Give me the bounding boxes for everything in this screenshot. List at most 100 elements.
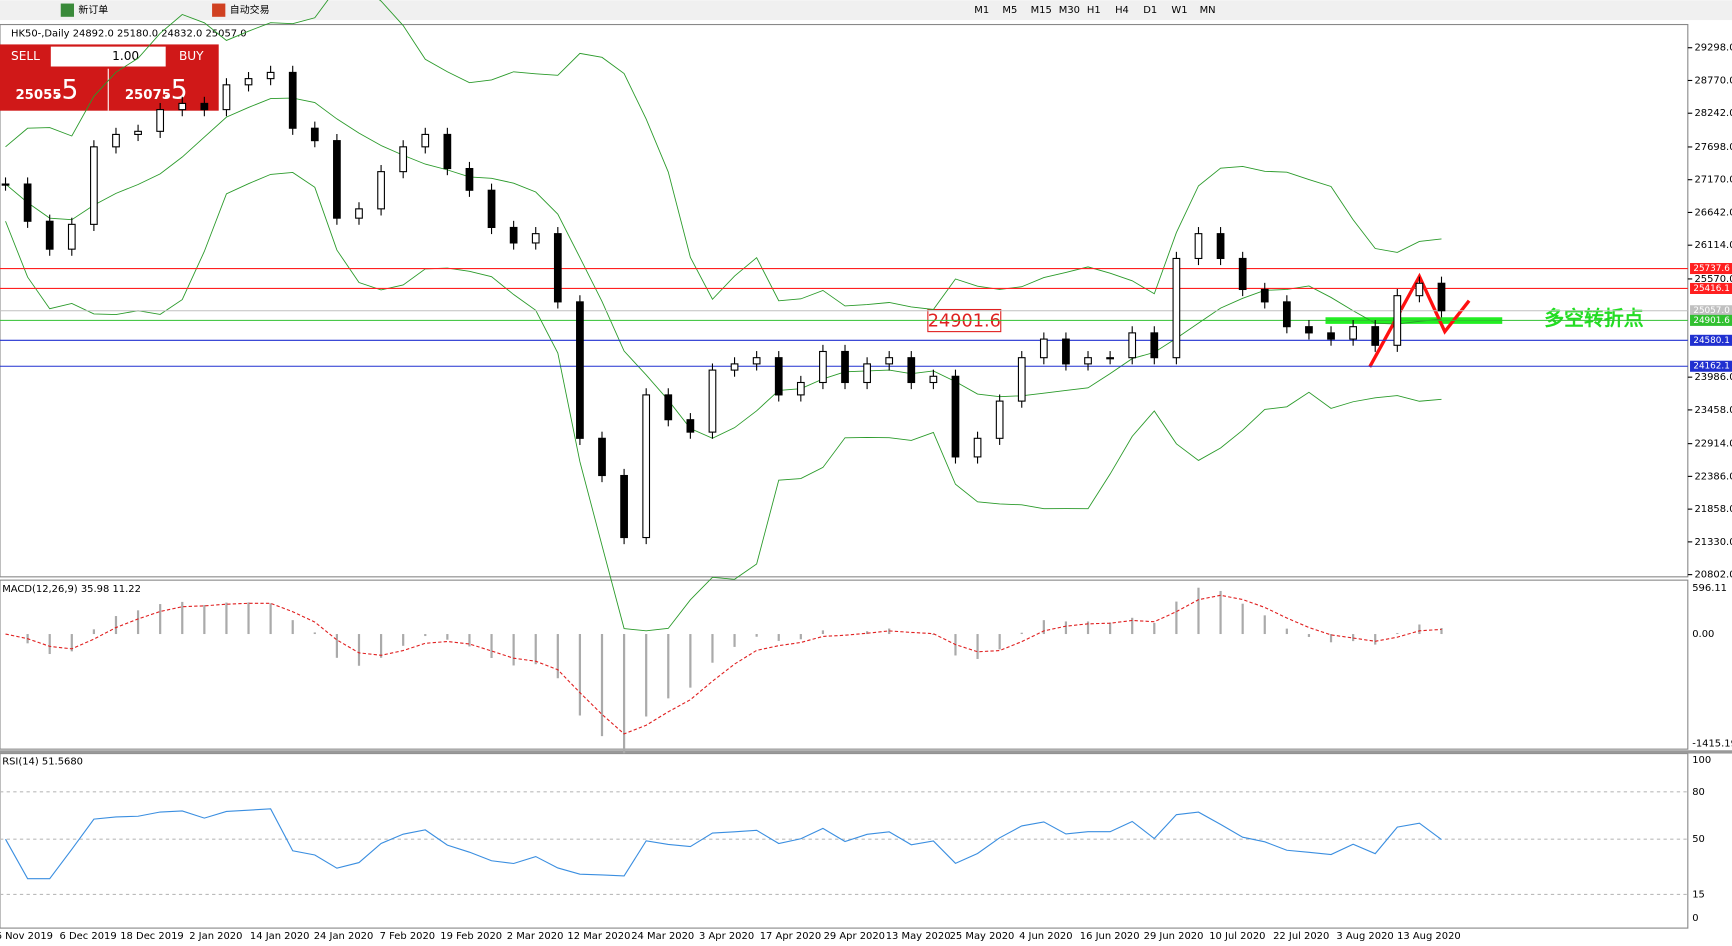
sell-button[interactable]: SELL xyxy=(11,49,40,63)
chart-header: HK50-,Daily 24892.0 25180.0 24832.0 2505… xyxy=(11,28,247,39)
new-order[interactable]: 新订单 xyxy=(78,3,108,16)
candle xyxy=(1150,332,1159,359)
price-tick-label: 20802.0 xyxy=(1694,570,1732,581)
candle xyxy=(885,357,894,365)
level-tag xyxy=(1690,314,1732,326)
ask-frac[interactable]: .5 xyxy=(162,74,187,105)
rsi-tick-label: 50 xyxy=(1692,834,1705,845)
candle xyxy=(333,140,341,219)
bid-main[interactable]: 25055 xyxy=(15,88,61,103)
candle xyxy=(796,381,805,396)
candle xyxy=(951,375,960,458)
candle xyxy=(421,133,430,148)
level-tag xyxy=(1690,263,1732,275)
level-label: 24162.1 xyxy=(1693,362,1730,372)
timeframe[interactable]: M1 xyxy=(974,5,989,16)
macd-panel xyxy=(0,579,1689,750)
annotation-price: 24901.6 xyxy=(928,312,1001,332)
bid-frac[interactable]: .5 xyxy=(53,74,78,105)
timeframe[interactable]: H1 xyxy=(1087,5,1101,16)
annotation-text: 多空转折点 xyxy=(1544,306,1644,330)
candle xyxy=(907,357,916,384)
rsi-tick-label: 0 xyxy=(1692,913,1698,924)
date-label: 3 Apr 2020 xyxy=(699,931,754,942)
level-label: 25416.1 xyxy=(1693,284,1730,294)
level-tag xyxy=(1690,282,1732,294)
price-tick-label: 21858.0 xyxy=(1694,504,1732,515)
level-label: 25737.6 xyxy=(1693,264,1730,274)
candle xyxy=(708,369,717,433)
candle xyxy=(642,394,651,539)
timeframe[interactable]: M30 xyxy=(1059,5,1080,16)
candle xyxy=(752,357,761,365)
level-tag xyxy=(1690,305,1732,317)
price-tick-label: 22386.0 xyxy=(1694,471,1732,482)
auto-trading[interactable]: 自动交易 xyxy=(230,3,270,16)
price-tick-label: 29298.0 xyxy=(1694,43,1732,54)
candle xyxy=(509,226,518,244)
candle xyxy=(1371,326,1380,346)
lots[interactable]: 1.00 xyxy=(112,49,139,63)
timeframe[interactable]: D1 xyxy=(1143,5,1157,16)
macd-signal xyxy=(5,594,1442,735)
candle xyxy=(819,350,827,384)
date-label: 12 Mar 2020 xyxy=(567,931,630,942)
price-tick-label: 28770.0 xyxy=(1694,75,1732,86)
price-tick-label: 22914.0 xyxy=(1694,439,1732,450)
date-label: 7 Feb 2020 xyxy=(380,931,436,942)
date-label: 22 Jul 2020 xyxy=(1273,931,1329,942)
timeframe[interactable]: W1 xyxy=(1171,5,1187,16)
buy-button[interactable]: BUY xyxy=(179,49,204,63)
ask-main[interactable]: 25075 xyxy=(125,88,171,103)
candle xyxy=(465,167,474,191)
candle xyxy=(730,363,739,371)
candle xyxy=(67,223,76,250)
timeframe[interactable]: MN xyxy=(1200,5,1216,16)
price-tick-label: 23986.0 xyxy=(1694,372,1732,383)
auto-trading-icon[interactable] xyxy=(212,3,226,17)
date-label: 24 Mar 2020 xyxy=(631,931,694,942)
date-label: 17 Apr 2020 xyxy=(760,931,821,942)
lots-box[interactable] xyxy=(50,46,166,67)
candle xyxy=(841,350,849,384)
date-label: 13 Aug 2020 xyxy=(1397,931,1461,942)
candle xyxy=(23,183,32,222)
level-label: 25057.0 xyxy=(1693,306,1730,316)
candle xyxy=(664,394,673,421)
candle xyxy=(443,133,452,170)
candle xyxy=(1172,257,1181,359)
price-tick-label: 23458.0 xyxy=(1694,405,1732,416)
date-label: 3 Aug 2020 xyxy=(1336,931,1393,942)
candle xyxy=(1415,282,1424,297)
rsi-tick-label: 100 xyxy=(1692,755,1711,766)
candle xyxy=(1084,357,1092,365)
toolbar xyxy=(0,0,1732,21)
candle xyxy=(598,437,606,477)
date-label: 2 Mar 2020 xyxy=(507,931,564,942)
price-tick-label: 28242.0 xyxy=(1694,108,1732,119)
date-label: 10 Jul 2020 xyxy=(1209,931,1265,942)
separator xyxy=(0,750,1732,754)
level-tag xyxy=(1690,334,1732,346)
candle xyxy=(487,189,496,229)
candle xyxy=(1,183,10,186)
candle xyxy=(90,146,98,225)
candle xyxy=(222,84,231,111)
timeframe[interactable]: M15 xyxy=(1031,5,1052,16)
new-order-icon[interactable] xyxy=(60,3,75,17)
candle xyxy=(134,130,142,135)
rsi-line xyxy=(5,808,1442,880)
candle xyxy=(1039,338,1048,359)
level-label: 24580.1 xyxy=(1693,336,1730,346)
candle xyxy=(774,357,783,396)
candle xyxy=(1128,332,1137,359)
timeframe[interactable]: H4 xyxy=(1115,5,1129,16)
rsi-header: RSI(14) 51.5680 xyxy=(2,756,83,767)
timeframe[interactable]: M5 xyxy=(1002,5,1017,16)
candle xyxy=(553,233,562,303)
date-label: 18 Dec 2019 xyxy=(120,931,183,942)
rsi-tick-label: 80 xyxy=(1692,787,1705,798)
candle xyxy=(1216,233,1225,260)
